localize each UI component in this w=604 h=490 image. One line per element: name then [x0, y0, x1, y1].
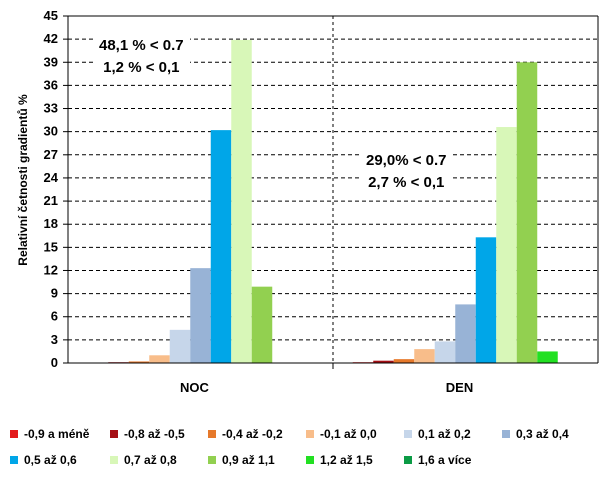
y-tick-label: 18	[44, 216, 58, 231]
legend-label: 1,2 až 1,5	[320, 453, 373, 467]
legend-swatch	[110, 430, 118, 438]
legend-swatch	[306, 430, 314, 438]
legend-swatch	[306, 456, 314, 464]
y-tick-label: 30	[44, 124, 58, 139]
legend-swatch	[502, 430, 510, 438]
axes	[63, 15, 599, 369]
legend-label: 0,7 až 0,8	[124, 453, 177, 467]
legend-swatch	[110, 456, 118, 464]
legend-item: 0,7 až 0,8	[110, 453, 177, 467]
legend-label: 0,3 až 0,4	[516, 427, 569, 441]
y-tick-label: 6	[51, 309, 58, 324]
annotation-den-line-1: 29,0% < 0.7	[366, 152, 447, 169]
y-tick-label: 27	[44, 147, 58, 162]
legend-item: 0,1 až 0,2	[404, 427, 471, 441]
bar	[414, 349, 435, 363]
bar	[537, 351, 558, 363]
legend-swatch	[10, 430, 18, 438]
bar	[128, 361, 150, 363]
bar	[251, 286, 273, 363]
bar	[149, 355, 170, 363]
annotation-noc-line-2: 1,2 % < 0,1	[103, 59, 180, 76]
annotation-noc: 48,1 % < 0.7 1,2 % < 0,1	[93, 33, 190, 81]
legend-item: -0,4 až -0,2	[208, 427, 283, 441]
bar	[169, 329, 191, 363]
y-tick-label: 33	[44, 101, 58, 116]
y-tick-label: 9	[51, 286, 58, 301]
legend-item: 1,6 a více	[404, 453, 471, 467]
legend-label: 0,5 až 0,6	[24, 453, 77, 467]
bar	[475, 237, 497, 363]
y-tick-label: 24	[44, 170, 59, 185]
bar	[496, 127, 517, 363]
annotation-noc-line-1: 48,1 % < 0.7	[99, 37, 184, 54]
bars	[108, 39, 558, 364]
legend-label: -0,4 až -0,2	[222, 427, 283, 441]
legend-item: 0,9 až 1,1	[208, 453, 275, 467]
y-tick-label: 42	[44, 31, 58, 46]
y-tick-label: 36	[44, 77, 58, 92]
category-label: DEN	[446, 380, 473, 395]
bar	[190, 268, 211, 363]
legend-item: 0,5 až 0,6	[10, 453, 77, 467]
bar	[210, 130, 232, 363]
bar	[373, 360, 394, 363]
y-tick-label: 0	[51, 355, 58, 370]
legend-item: -0,1 až 0,0	[306, 427, 377, 441]
legend-label: -0,9 a méně	[24, 427, 90, 441]
legend-swatch	[208, 456, 216, 464]
y-tick-label: 12	[44, 262, 58, 277]
legend-item: -0,8 až -0,5	[110, 427, 185, 441]
legend-label: -0,1 až 0,0	[320, 427, 377, 441]
y-tick-label: 21	[44, 193, 58, 208]
category-labels: NOC DEN	[180, 380, 473, 395]
y-tick-label: 39	[44, 54, 58, 69]
bar	[434, 341, 456, 363]
bar	[516, 62, 538, 364]
bar	[393, 359, 415, 363]
y-tick-label: 15	[44, 239, 58, 254]
y-axis-label: Relativní četnosti gradientů %	[16, 94, 30, 266]
legend-swatch	[404, 430, 412, 438]
legend-swatch	[404, 456, 412, 464]
legend-swatch	[208, 430, 216, 438]
category-label: NOC	[180, 380, 210, 395]
legend-label: 0,9 až 1,1	[222, 453, 275, 467]
legend-item: 1,2 až 1,5	[306, 453, 373, 467]
legend-label: 0,1 až 0,2	[418, 427, 471, 441]
legend-swatch	[10, 456, 18, 464]
annotation-den-line-2: 2,7 % < 0,1	[368, 174, 445, 191]
bar	[231, 39, 252, 363]
legend-label: -0,8 až -0,5	[124, 427, 185, 441]
legend-item: -0,9 a méně	[10, 427, 89, 441]
legend-item: 0,3 až 0,4	[502, 427, 569, 441]
legend-label: 1,6 a více	[418, 453, 472, 467]
y-tick-label: 3	[51, 332, 58, 347]
bar	[455, 304, 476, 363]
y-tick-label: 45	[44, 8, 58, 23]
annotation-den: 29,0% < 0.7 2,7 % < 0,1	[360, 148, 453, 196]
